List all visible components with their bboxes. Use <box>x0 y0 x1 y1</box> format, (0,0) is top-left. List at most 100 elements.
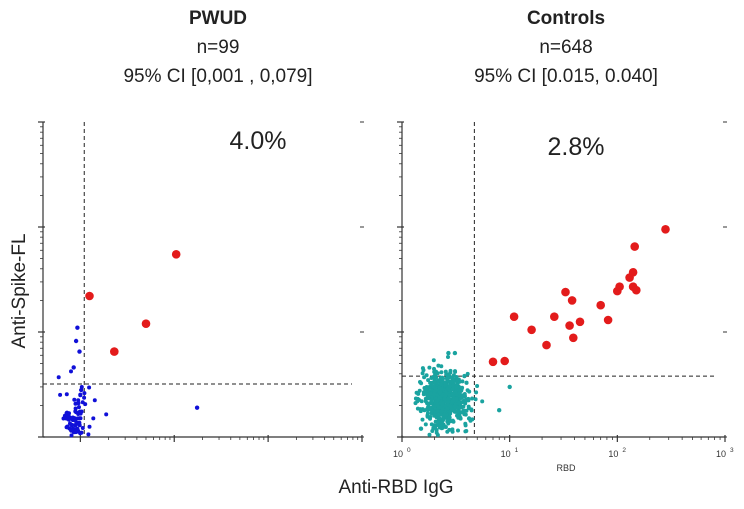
controls-negative-point <box>446 421 451 426</box>
controls-negative-point <box>447 427 452 432</box>
controls-negative-point <box>458 394 463 398</box>
pwud-negative-point <box>78 411 83 416</box>
controls-positive-point <box>575 317 585 327</box>
controls-negative-point <box>414 390 419 395</box>
controls-negative-point <box>453 390 458 395</box>
controls-negative-point <box>446 396 451 401</box>
controls-negative-point <box>438 390 442 395</box>
controls-positive-point <box>615 282 624 292</box>
controls-negative-point <box>444 372 449 377</box>
pwud-negative-point <box>194 405 200 410</box>
controls-negative-point <box>450 407 455 412</box>
controls-x-tick-label: 10 <box>501 449 511 459</box>
pwud-negative-point <box>56 375 61 380</box>
controls-negative-point <box>430 429 435 433</box>
controls-negative-point <box>443 382 448 387</box>
controls-negative-point <box>442 396 447 402</box>
axes-layer: 10 0 10 1 10 2 10 3 <box>38 121 734 459</box>
controls-negative-point <box>420 371 425 376</box>
controls-negative-point <box>417 388 422 393</box>
controls-positive-point <box>596 300 605 310</box>
controls-positive-point <box>542 340 551 350</box>
pwud-positive-point <box>141 319 151 329</box>
controls-ci: 95% CI [0.015, 0.040] <box>474 66 658 87</box>
pwud-negative-point <box>77 422 82 427</box>
pwud-negative-point <box>76 401 81 406</box>
pwud-negative-point <box>72 417 78 423</box>
controls-negative-point <box>446 386 451 391</box>
controls-positive-point <box>628 268 638 277</box>
x-axis-label: Anti-RBD IgG <box>338 477 453 498</box>
controls-positive-point <box>509 312 519 322</box>
controls-negative-point <box>480 399 485 404</box>
controls-negative-point <box>423 399 428 404</box>
controls-negative-point <box>454 396 459 401</box>
controls-negative-point <box>475 384 480 388</box>
controls-negative-point <box>456 428 460 433</box>
controls-positive-point <box>567 296 577 305</box>
controls-negative-point <box>457 400 462 405</box>
pwud-negative-point <box>69 433 74 438</box>
controls-negative-point <box>452 404 457 409</box>
controls-negative-point <box>439 409 444 414</box>
controls-negative-point <box>432 375 437 380</box>
controls-negative-point <box>451 398 456 403</box>
pwud-negative-point <box>73 406 78 411</box>
pwud-title: PWUD <box>188 8 248 29</box>
controls-negative-point <box>469 408 474 413</box>
controls-negative-point <box>450 418 455 423</box>
controls-negative-point <box>458 415 463 420</box>
controls-negative-point <box>424 373 429 378</box>
controls-negative-point <box>420 366 425 371</box>
controls-negative-point <box>466 396 471 401</box>
controls-x-tick-exponent: 1 <box>515 447 519 454</box>
pwud-negative-point <box>64 392 69 397</box>
controls-negative-point <box>425 407 430 412</box>
pwud-negative-point <box>64 410 70 415</box>
controls-negative-point <box>423 422 428 427</box>
controls-negative-point <box>418 426 424 431</box>
controls-positive-point <box>500 356 510 366</box>
controls-positive-point <box>527 325 536 335</box>
controls-positive-percent: 2.8% <box>548 133 605 161</box>
pwud-negative-point <box>78 431 83 436</box>
controls-negative-point <box>442 412 447 416</box>
pwud-negative-point <box>104 412 109 417</box>
controls-negative-point <box>446 355 450 359</box>
pwud-negative-point <box>69 428 74 433</box>
pwud-negative-point <box>79 387 84 393</box>
controls-negative-point <box>428 391 433 396</box>
controls-negative-point <box>429 422 434 427</box>
controls-negative-point <box>435 433 440 437</box>
pwud-negative-point <box>77 349 82 354</box>
controls-negative-point <box>438 400 443 405</box>
controls-x-tick-exponent: 2 <box>622 447 626 454</box>
controls-negative-point <box>448 404 453 409</box>
controls-negative-point <box>507 384 512 390</box>
controls-x-tick-label: 10 <box>393 449 403 459</box>
pwud-negative-point <box>75 325 80 330</box>
controls-negative-point <box>462 392 467 396</box>
pwud-negative-point <box>86 432 91 437</box>
pwud-negative-point <box>82 391 87 396</box>
controls-negative-point <box>443 393 448 398</box>
controls-negative-point <box>428 415 433 419</box>
controls-negative-point <box>464 380 469 385</box>
controls-negative-point <box>443 425 448 429</box>
pwud-negative-point <box>91 416 96 421</box>
pwud-negative-point <box>74 426 79 431</box>
pwud-negative-point <box>73 338 79 344</box>
pwud-negative-point <box>69 369 73 374</box>
controls-negative-point <box>438 412 442 417</box>
controls-positive-point <box>550 312 559 322</box>
controls-negative-point <box>447 415 452 420</box>
pwud-negative-point <box>77 416 82 421</box>
controls-x-tick-label: 10 <box>608 449 618 459</box>
controls-negative-point <box>432 404 437 409</box>
controls-negative-point <box>426 378 431 383</box>
controls-positive-point <box>561 287 570 297</box>
pwud-positive-percent: 4.0% <box>230 127 287 155</box>
controls-negative-point <box>434 428 439 432</box>
controls-negative-point <box>446 350 451 356</box>
controls-positive-point <box>565 321 574 330</box>
